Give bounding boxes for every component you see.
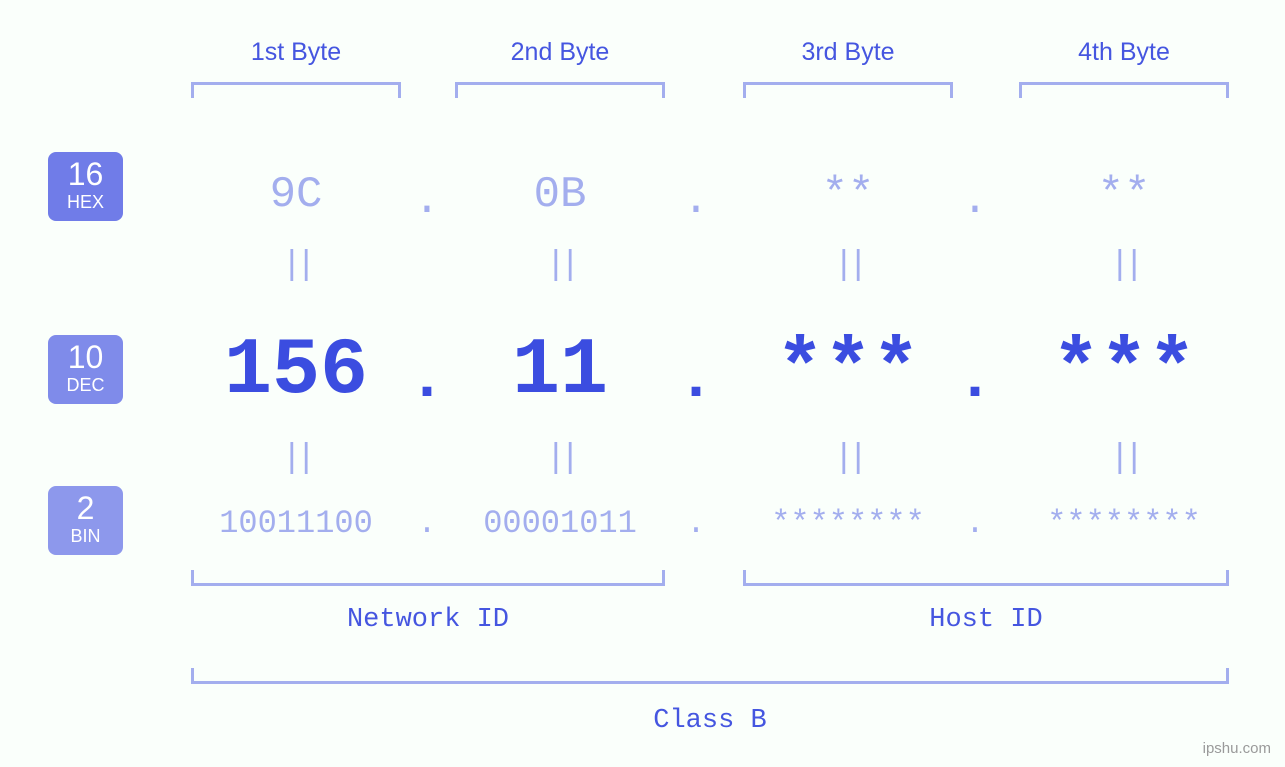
- eq2-4: ||: [1104, 440, 1144, 478]
- byte-bracket-4: [1019, 82, 1229, 98]
- hex-dot-1: .: [407, 176, 447, 226]
- dec-byte-3: ***: [708, 326, 988, 417]
- byte-header-2: 2nd Byte: [455, 38, 665, 67]
- badge-dec-label: DEC: [48, 375, 123, 396]
- dec-dot-1: .: [407, 344, 447, 415]
- class-bracket: [191, 668, 1229, 684]
- eq1-4: ||: [1104, 247, 1144, 285]
- hex-dot-2: .: [676, 176, 716, 226]
- hex-byte-4: **: [1019, 170, 1229, 220]
- host-bracket: [743, 570, 1229, 586]
- dec-byte-1: 156: [156, 326, 436, 417]
- byte-bracket-1: [191, 82, 401, 98]
- class-label: Class B: [510, 706, 910, 736]
- badge-hex-base: 16: [48, 158, 123, 190]
- eq1-2: ||: [540, 247, 580, 285]
- host-label: Host ID: [786, 605, 1186, 635]
- bin-byte-2: 00001011: [430, 505, 690, 542]
- badge-hex: 16 HEX: [48, 152, 123, 221]
- dec-byte-2: 11: [420, 326, 700, 417]
- bin-dot-2: .: [676, 505, 716, 542]
- bin-byte-1: 10011100: [166, 505, 426, 542]
- watermark: ipshu.com: [1203, 740, 1271, 757]
- eq2-2: ||: [540, 440, 580, 478]
- byte-header-3: 3rd Byte: [743, 38, 953, 67]
- hex-byte-2: 0B: [455, 170, 665, 220]
- network-bracket: [191, 570, 665, 586]
- byte-header-1: 1st Byte: [191, 38, 401, 67]
- hex-byte-3: **: [743, 170, 953, 220]
- hex-dot-3: .: [955, 176, 995, 226]
- dec-byte-4: ***: [984, 326, 1264, 417]
- network-label: Network ID: [228, 605, 628, 635]
- badge-bin-label: BIN: [48, 526, 123, 547]
- bin-dot-3: .: [955, 505, 995, 542]
- byte-bracket-3: [743, 82, 953, 98]
- badge-dec-base: 10: [48, 341, 123, 373]
- eq2-3: ||: [828, 440, 868, 478]
- dec-dot-2: .: [676, 344, 716, 415]
- byte-bracket-2: [455, 82, 665, 98]
- bin-dot-1: .: [407, 505, 447, 542]
- dec-dot-3: .: [955, 344, 995, 415]
- badge-dec: 10 DEC: [48, 335, 123, 404]
- eq1-1: ||: [276, 247, 316, 285]
- byte-header-4: 4th Byte: [1019, 38, 1229, 67]
- eq1-3: ||: [828, 247, 868, 285]
- badge-bin-base: 2: [48, 492, 123, 524]
- bin-byte-4: ********: [994, 505, 1254, 542]
- badge-bin: 2 BIN: [48, 486, 123, 555]
- badge-hex-label: HEX: [48, 192, 123, 213]
- eq2-1: ||: [276, 440, 316, 478]
- bin-byte-3: ********: [718, 505, 978, 542]
- hex-byte-1: 9C: [191, 170, 401, 220]
